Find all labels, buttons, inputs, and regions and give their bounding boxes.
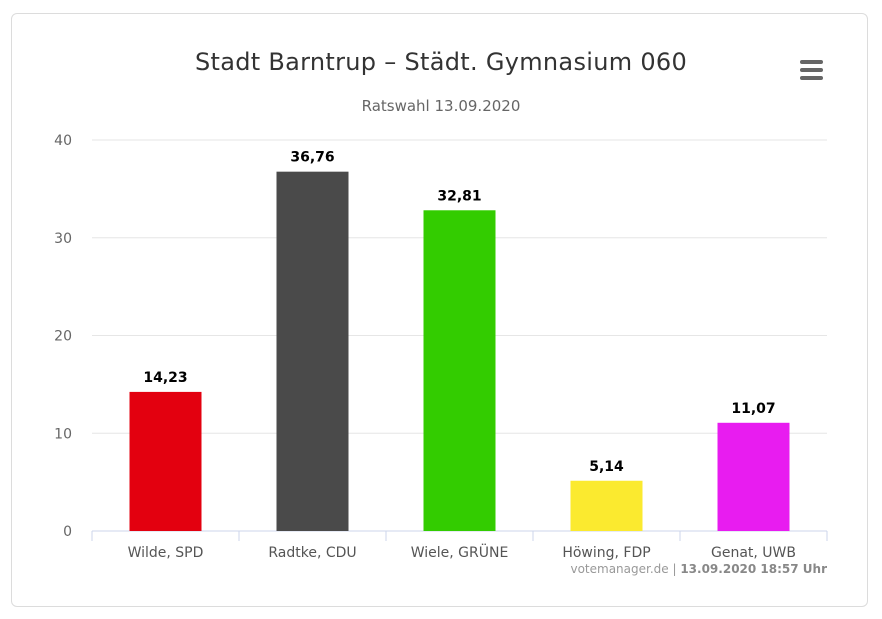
bar[interactable]: [276, 171, 349, 531]
bar[interactable]: [423, 210, 496, 531]
credits-source[interactable]: votemanager.de: [570, 562, 669, 576]
data-label: 11,07: [731, 401, 775, 417]
bar[interactable]: [717, 422, 790, 531]
chart-subtitle: Ratswahl 13.09.2020: [361, 97, 521, 115]
x-tick-label: Wilde, SPD: [128, 545, 204, 561]
credits-timestamp: 13.09.2020 18:57 Uhr: [680, 562, 827, 576]
x-tick-label: Wiele, GRÜNE: [411, 543, 509, 561]
x-tick-label: Höwing, FDP: [562, 545, 650, 561]
y-tick-label: 20: [54, 329, 72, 345]
data-label: 5,14: [589, 459, 624, 475]
data-label: 36,76: [290, 150, 334, 166]
chart-credits[interactable]: votemanager.de | 13.09.2020 18:57 Uhr: [570, 562, 827, 576]
x-tick-label: Radtke, CDU: [268, 545, 356, 561]
y-tick-label: 40: [54, 133, 72, 149]
y-tick-label: 0: [63, 524, 72, 540]
hamburger-menu-icon[interactable]: [796, 56, 826, 84]
credits-separator: |: [668, 562, 681, 576]
chart-title: Stadt Barntrup – Städt. Gymnasium 060: [194, 48, 688, 76]
x-tick-label: Genat, UWB: [711, 545, 796, 561]
data-label: 32,81: [437, 188, 481, 204]
y-tick-label: 30: [54, 231, 72, 247]
bar[interactable]: [570, 480, 643, 531]
bar[interactable]: [129, 391, 202, 531]
y-tick-label: 10: [54, 426, 72, 442]
data-label: 14,23: [143, 370, 187, 386]
